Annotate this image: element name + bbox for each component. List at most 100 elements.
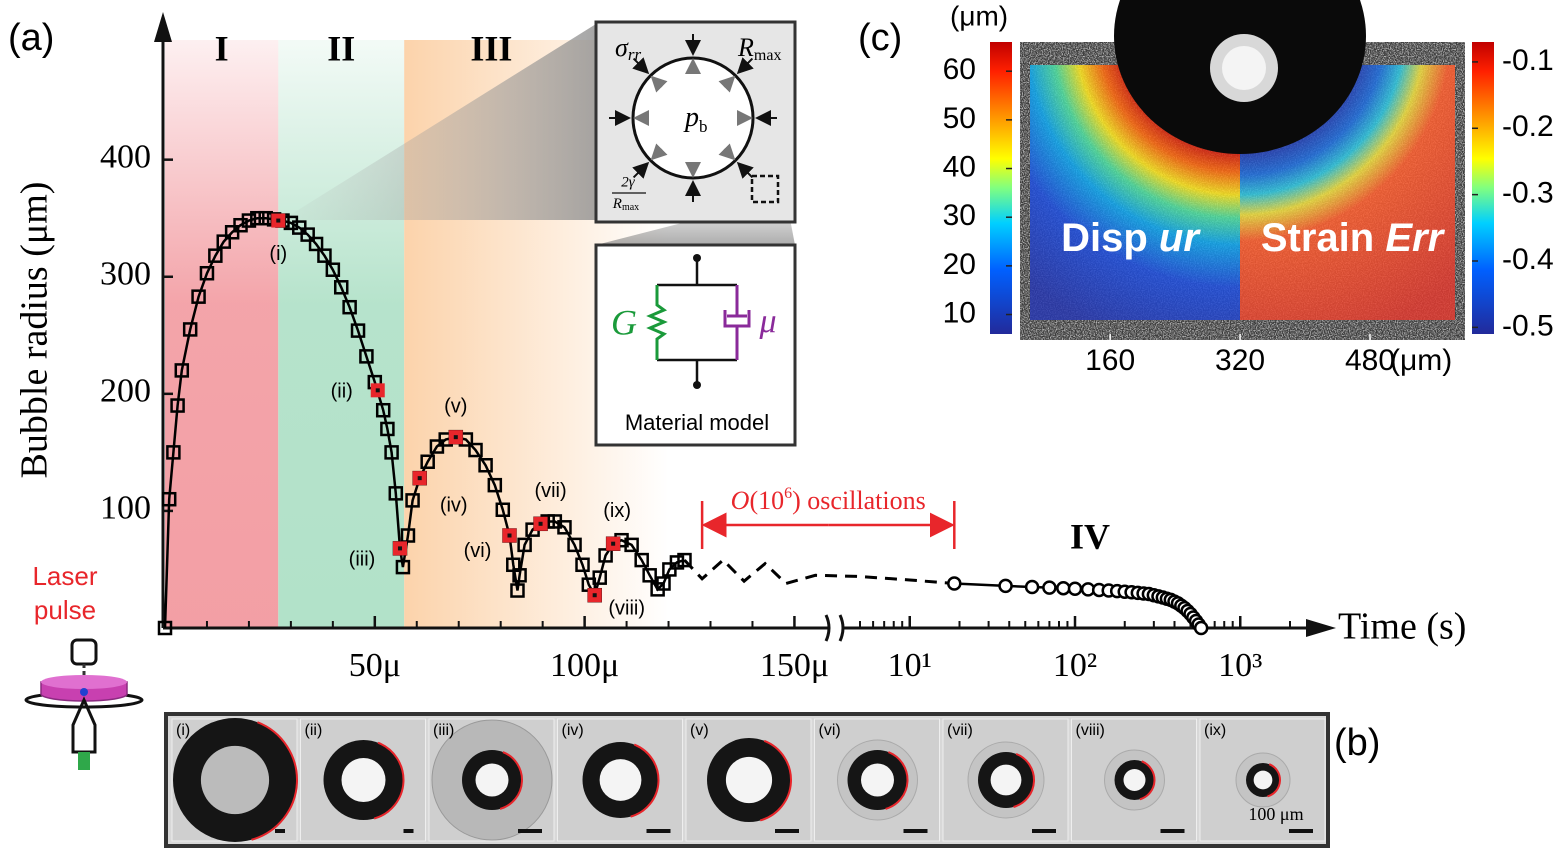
marker [308,236,324,252]
y-axis-label: Bubble radius (μm) [14,182,56,479]
colorbar-tick-label: 50 [943,102,976,135]
marker [388,486,404,501]
frame-label: (ii) [305,722,323,739]
y-tick-label: 400 [100,138,151,175]
x-tick-label: 480 [1345,344,1395,377]
marker [1193,620,1209,636]
highlight-center [276,218,281,223]
radius-label: Rmax [737,33,781,64]
colorbar-tick-label: -0.5 [1502,309,1554,342]
y-axis-arrow [154,12,172,42]
scale-bar [1289,829,1313,833]
force-arrow [736,57,754,75]
bubble-core [341,758,386,802]
marker [191,289,206,304]
bubble-edge [1139,760,1156,801]
dashpot-label: μ [758,303,776,340]
colorbar-tick-label: -0.3 [1502,177,1554,210]
marker [405,493,420,508]
marker [325,262,341,277]
marker [359,349,374,364]
marker [495,502,511,517]
y-tick-label: 100 [100,490,151,527]
marker [166,445,181,460]
marker [241,213,257,228]
marker [380,421,395,437]
y-tick-label: 200 [100,373,151,410]
marker [342,299,357,315]
region-label: IV [1070,516,1110,556]
frame-label: (vi) [819,722,841,739]
bubble-core [475,763,509,797]
marker [170,398,185,413]
marker [487,477,503,493]
bubble-edge [759,739,792,822]
region-label: I [215,28,229,68]
colorbar-tick-label: 20 [943,248,976,281]
marker [567,537,582,553]
x-tick-label: 160 [1085,344,1135,377]
colorbar-tick-label: 10 [943,296,976,329]
scale-bar [275,829,285,833]
frame-label: (ix) [1204,722,1226,739]
colorbar-tick-label: -0.1 [1502,44,1554,77]
marker [634,552,649,568]
highlight-center [507,533,512,538]
scale-bar [1032,829,1056,833]
scale-bar [518,829,542,833]
marker [512,568,527,583]
frame-label: (iv) [562,722,584,739]
colorbar-tick-label: -0.2 [1502,110,1554,143]
bubble-core [725,756,773,804]
annotation-text-part: ) oscillations [792,486,926,515]
x-axis-arrow [1306,619,1336,637]
point-label: (ii) [331,381,353,403]
marker [592,570,607,585]
x-axis-label: Time (s) [1338,606,1466,648]
bubble-core [861,763,894,797]
panel-c: 160 320 480 10 20 30 40 50 60 -0.5 -0.4 -0.3 -0.2 -0.… [943,0,1554,377]
bubble-core [200,745,270,815]
bubble-edge [499,751,523,810]
overlay-label: Disp ur [1061,216,1201,260]
marker [677,552,692,568]
point-label: (viii) [608,597,645,619]
marker [642,568,657,583]
tension-denominator: Rmax [612,196,639,213]
panel-label: (a) [8,17,54,59]
pressure-arrow [650,75,668,93]
marker [575,557,590,573]
bubble-edge [885,751,909,810]
bubble-core [1123,769,1146,791]
x-unit: (μm) [1390,344,1452,377]
marker [998,578,1013,594]
point-label: (i) [269,243,287,265]
bubble-edge [1267,763,1281,798]
laser-label: Laser [32,561,97,591]
zoom-wedge [282,24,596,220]
frame-label: (viii) [1076,722,1105,739]
stress-label: σrr [615,33,641,64]
marker [598,548,613,563]
marker [384,445,399,460]
marker [557,520,572,535]
x-tick-label: 50μ [349,647,401,684]
marker [174,363,190,378]
marker [250,210,265,226]
marker [1067,581,1083,597]
highlight-center [611,541,616,546]
x-tick-label: 100μ [550,647,619,684]
annotation-text-part: (10 [749,486,784,515]
pressure-arrow [718,75,736,93]
bubble-edge [251,721,298,841]
highlight-center [375,388,380,393]
marker [478,458,493,473]
marker [420,454,435,469]
colorbar-tick-label: -0.4 [1502,243,1554,276]
marker [947,576,962,591]
marker [400,528,416,543]
marker [656,576,671,591]
laser-icon: Laser pulse [24,561,144,770]
scale-bar [403,829,414,833]
colorbar-unit: (μm) [950,0,1008,31]
